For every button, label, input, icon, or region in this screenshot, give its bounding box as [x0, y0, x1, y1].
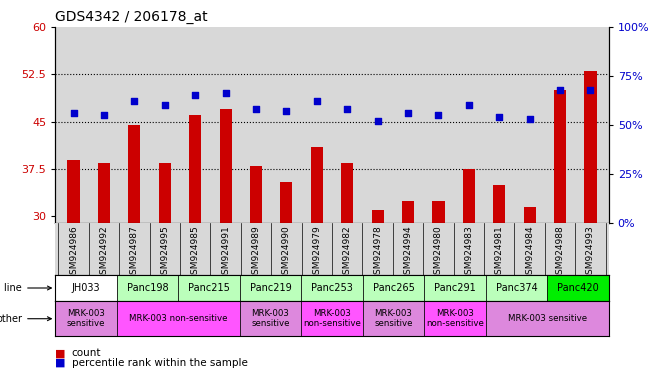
- Text: GSM924987: GSM924987: [130, 225, 139, 280]
- Bar: [547, 275, 609, 301]
- Point: [525, 116, 535, 122]
- Bar: [424, 301, 486, 336]
- Bar: [463, 169, 475, 223]
- Text: JH033: JH033: [72, 283, 100, 293]
- Bar: [341, 163, 353, 223]
- Bar: [240, 301, 301, 336]
- Bar: [281, 182, 292, 223]
- Bar: [178, 275, 240, 301]
- Bar: [402, 200, 414, 223]
- Text: GSM924979: GSM924979: [312, 225, 322, 280]
- Bar: [301, 301, 363, 336]
- Bar: [311, 147, 323, 223]
- Bar: [117, 301, 240, 336]
- Text: MRK-003
sensitive: MRK-003 sensitive: [374, 309, 413, 328]
- Point: [190, 92, 201, 98]
- Point: [585, 86, 596, 93]
- Point: [281, 108, 292, 114]
- Text: GSM924991: GSM924991: [221, 225, 230, 280]
- Text: MRK-003
sensitive: MRK-003 sensitive: [251, 309, 290, 328]
- Bar: [250, 166, 262, 223]
- Text: GSM924993: GSM924993: [586, 225, 595, 280]
- Bar: [486, 301, 609, 336]
- Text: Panc253: Panc253: [311, 283, 353, 293]
- Text: cell line: cell line: [0, 283, 51, 293]
- Bar: [55, 301, 117, 336]
- Bar: [363, 275, 424, 301]
- Text: GSM924990: GSM924990: [282, 225, 291, 280]
- Text: Panc198: Panc198: [127, 283, 169, 293]
- Point: [494, 114, 505, 120]
- Point: [403, 110, 413, 116]
- Text: GSM924986: GSM924986: [69, 225, 78, 280]
- Text: GSM924984: GSM924984: [525, 225, 534, 280]
- Text: GSM924985: GSM924985: [191, 225, 200, 280]
- Bar: [432, 200, 445, 223]
- Text: percentile rank within the sample: percentile rank within the sample: [72, 358, 247, 368]
- Point: [251, 106, 261, 112]
- Text: GSM924981: GSM924981: [495, 225, 504, 280]
- Text: Panc265: Panc265: [372, 283, 415, 293]
- Text: GSM924992: GSM924992: [100, 225, 109, 280]
- Point: [555, 86, 565, 93]
- Bar: [240, 275, 301, 301]
- Text: MRK-003
non-sensitive: MRK-003 non-sensitive: [303, 309, 361, 328]
- Bar: [117, 275, 178, 301]
- Bar: [159, 163, 171, 223]
- Text: Panc374: Panc374: [495, 283, 537, 293]
- Text: GSM924978: GSM924978: [373, 225, 382, 280]
- Text: Panc420: Panc420: [557, 283, 599, 293]
- Text: GSM924988: GSM924988: [555, 225, 564, 280]
- Bar: [55, 275, 117, 301]
- Text: MRK-003
sensitive: MRK-003 sensitive: [67, 309, 105, 328]
- Bar: [424, 275, 486, 301]
- Point: [68, 110, 79, 116]
- Text: MRK-003 non-sensitive: MRK-003 non-sensitive: [129, 314, 228, 323]
- Bar: [523, 207, 536, 223]
- Point: [221, 90, 231, 96]
- Text: Panc215: Panc215: [188, 283, 230, 293]
- Text: ■: ■: [55, 358, 66, 368]
- Text: MRK-003 sensitive: MRK-003 sensitive: [508, 314, 587, 323]
- Bar: [128, 125, 141, 223]
- Text: GSM924982: GSM924982: [342, 225, 352, 280]
- Text: ■: ■: [55, 348, 66, 358]
- Bar: [486, 275, 547, 301]
- Point: [159, 102, 170, 108]
- Point: [129, 98, 139, 104]
- Bar: [372, 210, 383, 223]
- Text: GSM924994: GSM924994: [404, 225, 413, 280]
- Text: GSM924989: GSM924989: [251, 225, 260, 280]
- Text: GSM924980: GSM924980: [434, 225, 443, 280]
- Bar: [554, 90, 566, 223]
- Point: [342, 106, 352, 112]
- Text: count: count: [72, 348, 101, 358]
- Text: Panc291: Panc291: [434, 283, 476, 293]
- Point: [372, 118, 383, 124]
- Bar: [493, 185, 505, 223]
- Point: [312, 98, 322, 104]
- Text: GSM924995: GSM924995: [160, 225, 169, 280]
- Point: [464, 102, 474, 108]
- Bar: [585, 71, 596, 223]
- Point: [99, 112, 109, 118]
- Text: Panc219: Panc219: [249, 283, 292, 293]
- Text: MRK-003
non-sensitive: MRK-003 non-sensitive: [426, 309, 484, 328]
- Bar: [219, 109, 232, 223]
- Point: [433, 112, 443, 118]
- Text: GSM924983: GSM924983: [464, 225, 473, 280]
- Bar: [363, 301, 424, 336]
- Bar: [189, 115, 201, 223]
- Text: other: other: [0, 314, 51, 324]
- Bar: [301, 275, 363, 301]
- Bar: [68, 159, 79, 223]
- Bar: [98, 163, 110, 223]
- Text: GDS4342 / 206178_at: GDS4342 / 206178_at: [55, 10, 208, 25]
